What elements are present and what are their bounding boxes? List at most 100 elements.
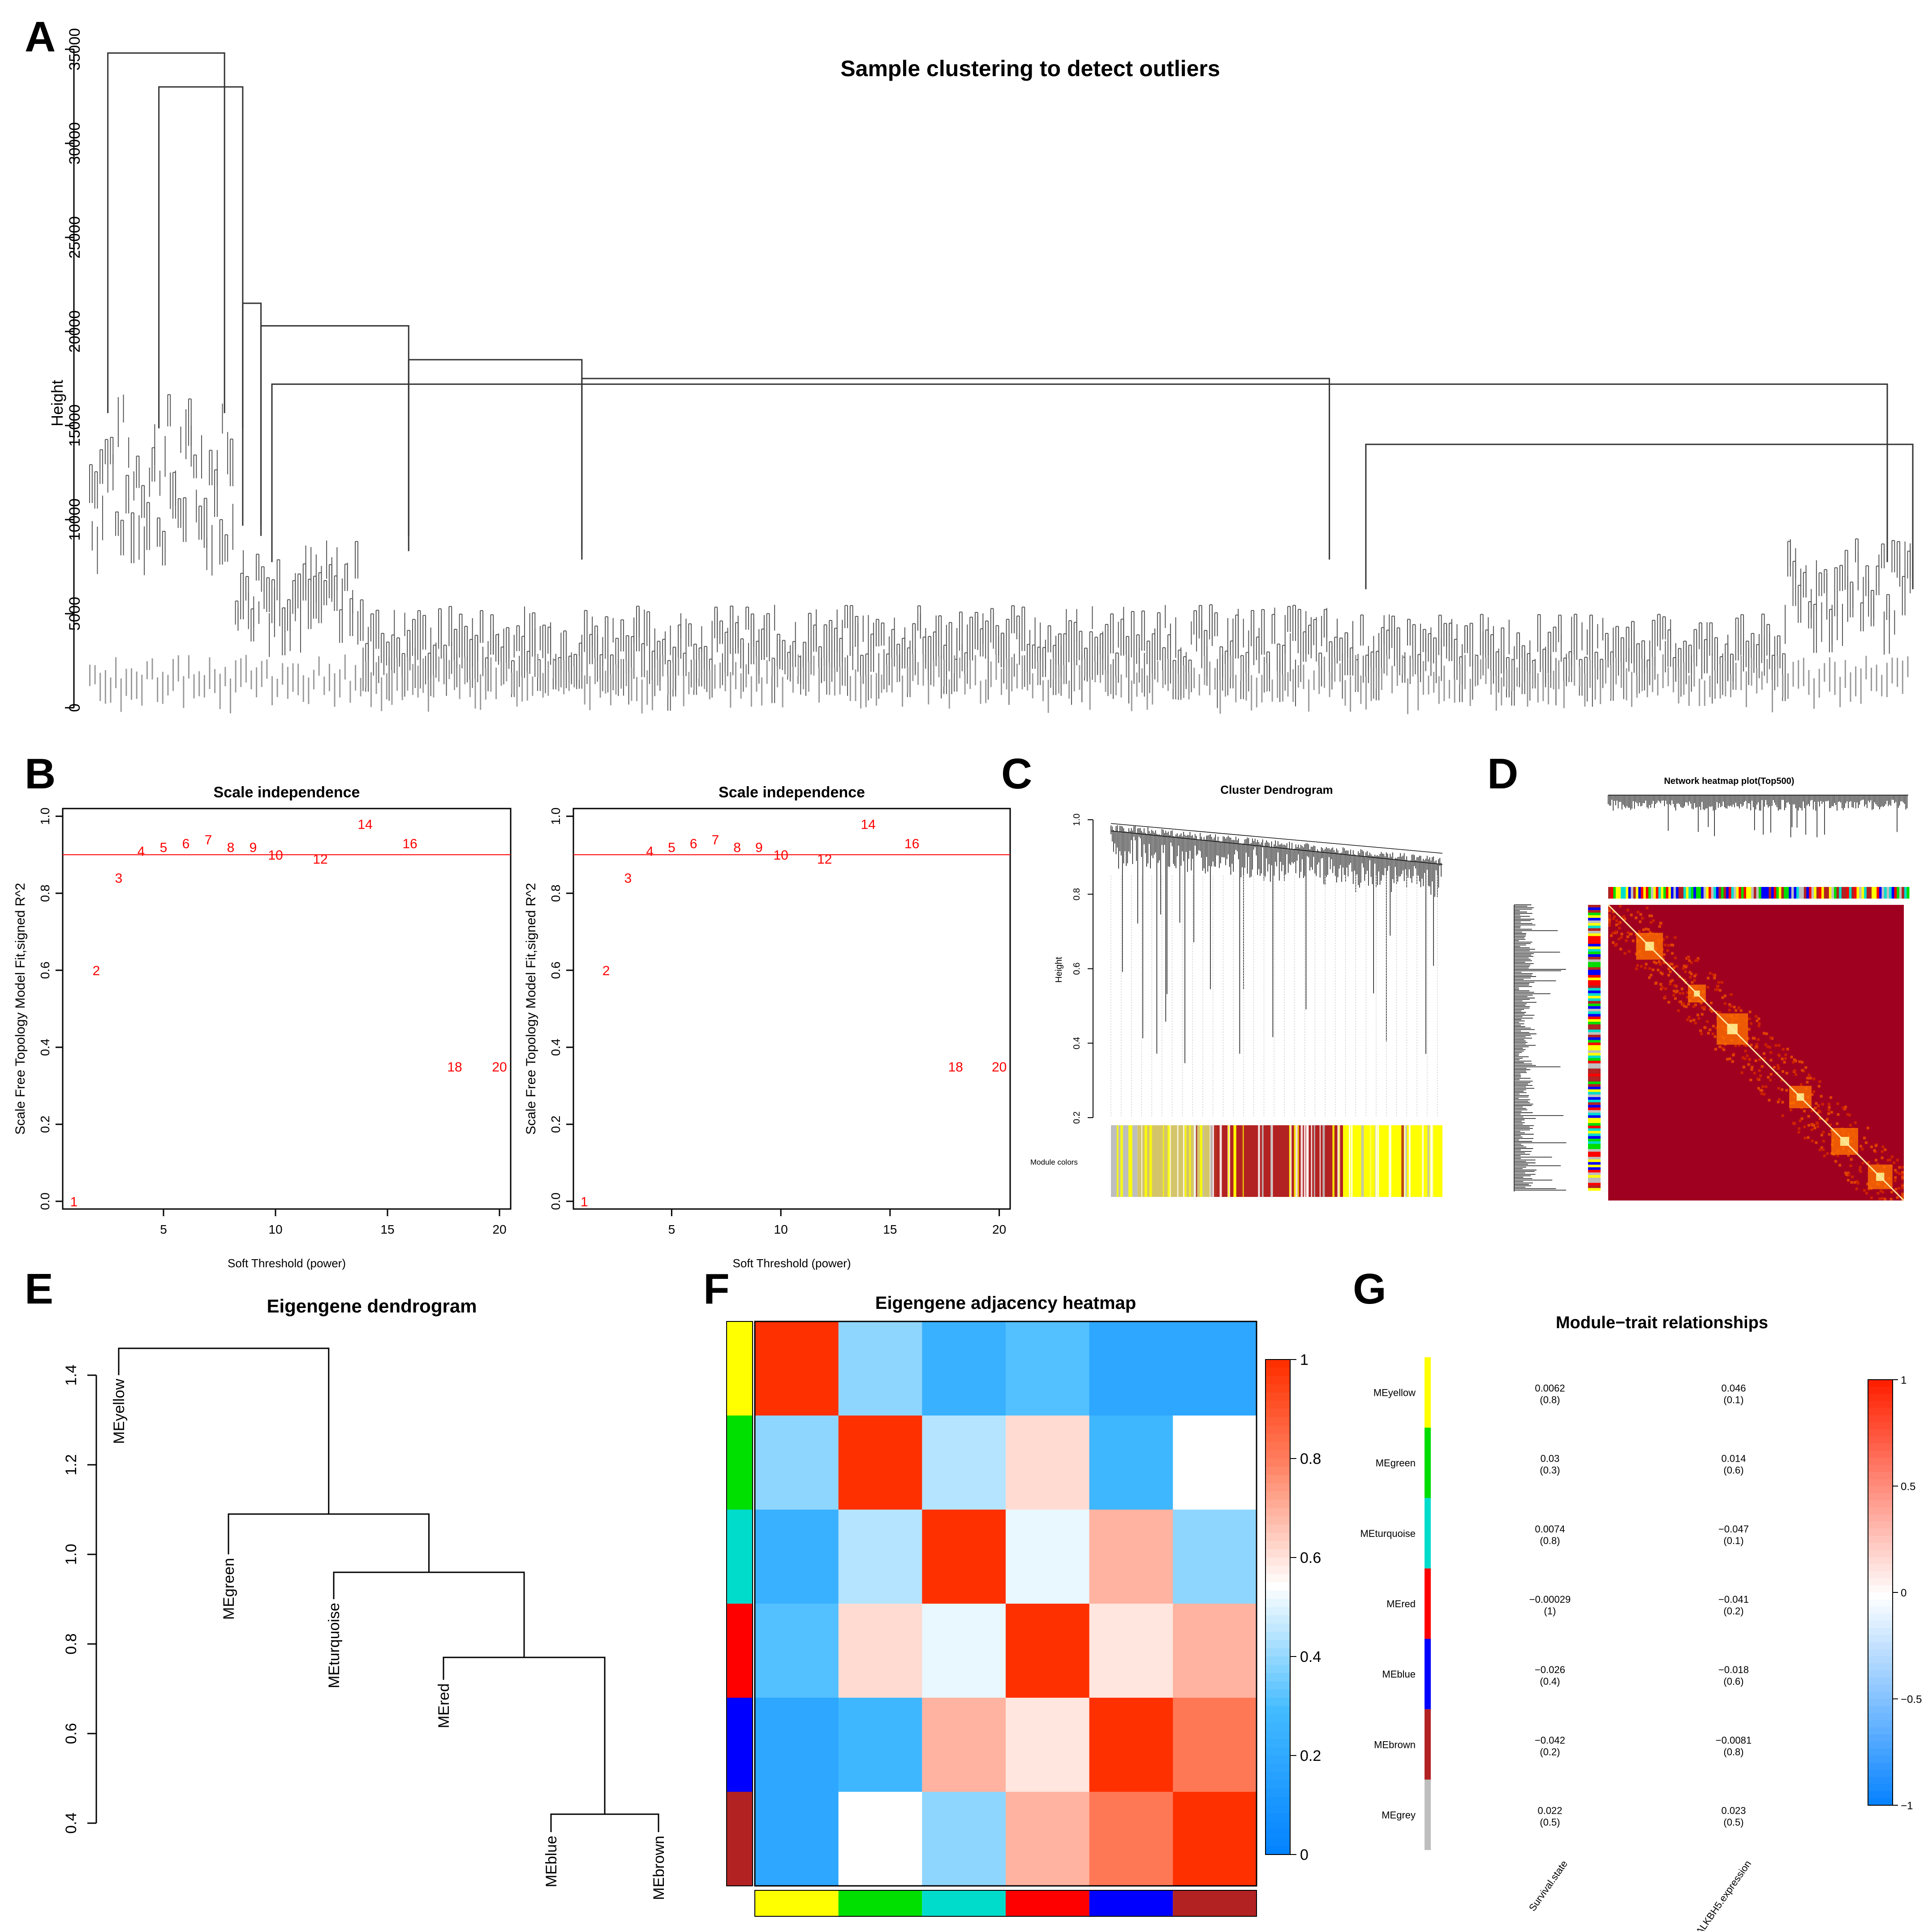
leaf-label-mark (1230, 655, 1231, 678)
chart-title: Network heatmap plot(Top500) (1664, 776, 1795, 786)
y-axis-label: Scale Free Topology Model Fit,signed R^2 (13, 883, 28, 1135)
module-color-stripe (1419, 1125, 1421, 1197)
heatmap-cell (1769, 1051, 1773, 1054)
heatmap-cell (1724, 1002, 1727, 1005)
colorbar-step (1868, 1635, 1893, 1643)
leaf-label-mark (662, 655, 664, 677)
leaf-label-mark (771, 657, 773, 677)
heatmap-cell (1636, 964, 1639, 967)
module-color-cell (1897, 887, 1899, 899)
heatmap-cell (1617, 922, 1620, 925)
heatmap-cell (1901, 1183, 1904, 1187)
module-color-cell (1588, 1016, 1601, 1020)
module-color-cell (1786, 887, 1789, 899)
leaf-label-mark (1579, 667, 1580, 687)
heatmap-cell (1786, 1047, 1789, 1050)
leaf-label-mark (959, 657, 960, 678)
module-color-cell (1794, 887, 1797, 899)
module-color-cell (1696, 887, 1699, 899)
heatmap-cell (1879, 1189, 1882, 1192)
heatmap-cell (1806, 1080, 1809, 1084)
heatmap-cell (1612, 917, 1615, 920)
heatmap-cell (1769, 1079, 1772, 1082)
colorbar-step (1868, 1543, 1893, 1550)
module-color-cell (1588, 1152, 1601, 1154)
plot-frame (572, 808, 1011, 1210)
heatmap-cell (1812, 1077, 1816, 1080)
heatmap-cell (1768, 1099, 1771, 1102)
leaf-label-mark (1126, 654, 1128, 678)
data-point-label: 10 (268, 848, 283, 863)
heatmap-cell (1844, 1171, 1847, 1175)
module-color-cell (1588, 1081, 1601, 1084)
module-color-stripe (1433, 1125, 1434, 1197)
module-color-cell (1819, 887, 1822, 899)
leaf-label-mark (459, 664, 461, 699)
module-color-cell (1615, 887, 1618, 899)
leaf-label-mark (167, 675, 169, 696)
module-color-stripe (1212, 1125, 1213, 1197)
heatmap-cell (1730, 1005, 1733, 1008)
dendrogram-branches (1110, 823, 1443, 1063)
colorbar-step (1265, 1483, 1290, 1492)
leaf-label: MEbrown (650, 1836, 667, 1900)
module-color-cell (1588, 1159, 1601, 1162)
heatmap-cell (1089, 1792, 1173, 1886)
colorbar-step (1265, 1673, 1290, 1682)
colorbar-frame (1265, 1359, 1291, 1855)
heatmap-cell (1687, 1003, 1690, 1006)
leaf-label-mark (818, 667, 820, 703)
y-tick-label: 0.8 (38, 885, 52, 902)
data-point-label: 4 (138, 844, 145, 859)
leaf-label-mark (782, 677, 783, 708)
leaf-label-mark (1693, 663, 1695, 687)
module-color-cell (1588, 1154, 1601, 1157)
heatmap-cell (1619, 947, 1623, 951)
heatmap-cell (1768, 1046, 1771, 1049)
leaf-label-mark (823, 658, 825, 681)
correlation-value: −0.041 (1718, 1594, 1749, 1605)
module-trait-relationships-chart: Module−trait relationships MEyellow 0.0062… (1360, 1313, 1922, 1931)
heatmap-cell (1732, 1054, 1735, 1057)
colorbar-step (1265, 1558, 1290, 1566)
heatmap-cell (1615, 923, 1618, 926)
leaf-label-mark (1251, 675, 1253, 711)
correlation-value: −0.042 (1535, 1734, 1565, 1746)
colorbar-step (1868, 1472, 1893, 1480)
colorbar-tick-label: 0 (1901, 1587, 1907, 1599)
heatmap-cell (1738, 1044, 1741, 1047)
heatmap-cell (1820, 1095, 1823, 1098)
leaf-label-mark (1574, 654, 1575, 686)
module-color-cell (1588, 954, 1601, 957)
heatmap-cell (1006, 1792, 1090, 1886)
heatmap-cell (1866, 1183, 1869, 1186)
heatmap-cell (1659, 921, 1662, 925)
merge-link (228, 1513, 430, 1572)
heatmap-cell (755, 1321, 839, 1416)
heatmap-cell (1674, 936, 1677, 939)
y-tick-label: 0.2 (1072, 1111, 1082, 1124)
module-color-cell (1776, 887, 1779, 899)
module-color-cell (1891, 887, 1894, 899)
heatmap-cell (922, 1321, 1006, 1416)
module-color-cell (1861, 887, 1864, 899)
module-color-stripe (1184, 1125, 1187, 1197)
heatmap-cell (1608, 907, 1611, 910)
module-color-cell (1759, 887, 1761, 899)
x-tick-label: 20 (992, 1222, 1006, 1236)
heatmap-cell (1901, 1171, 1904, 1174)
heatmap-cell (1757, 1038, 1760, 1041)
heatmap-cell (1006, 1604, 1090, 1698)
heatmap-cell (1765, 1032, 1768, 1035)
leaf-label-mark (954, 655, 956, 674)
leaf-label-mark (1204, 655, 1205, 685)
leaf-label-mark (875, 673, 877, 706)
module-color-cell (1588, 1183, 1601, 1186)
leaf-label-mark (89, 664, 90, 686)
leaf-label-mark (172, 659, 174, 691)
colorbar-step (1265, 1508, 1290, 1517)
module-color-cell (1884, 887, 1887, 899)
heatmap-cell (1703, 1007, 1706, 1011)
leaf-label-mark (1641, 659, 1643, 691)
